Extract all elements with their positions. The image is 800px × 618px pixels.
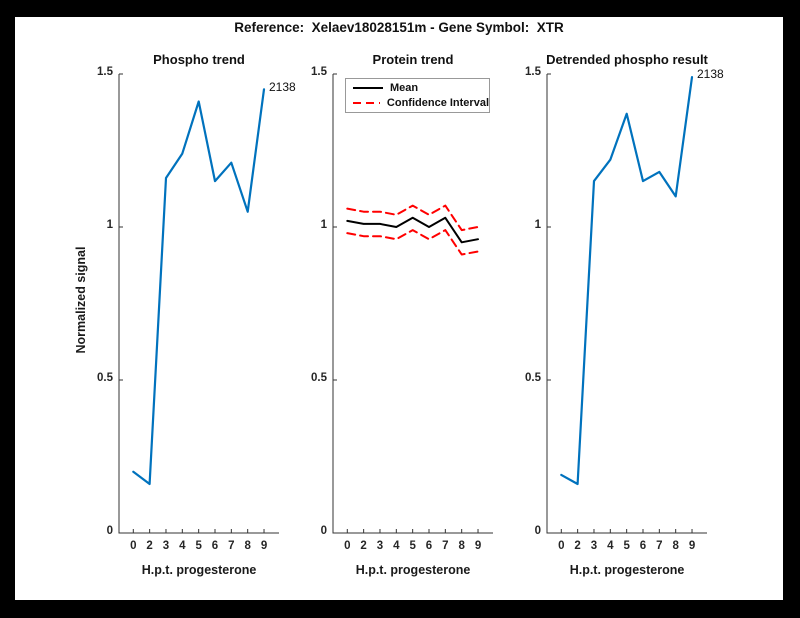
y-tick-label: 1.5 <box>525 66 541 78</box>
legend-box: Mean Confidence Interval <box>345 78 490 113</box>
x-tick-label: 9 <box>688 540 696 552</box>
x-tick-label: 8 <box>244 540 251 552</box>
figure-canvas: Reference: Xelaev18028151m - Gene Symbol… <box>15 17 783 600</box>
y-tick-label: 0 <box>534 525 541 537</box>
y-tick-label: 0.5 <box>97 372 113 384</box>
y-tick-label: 1 <box>534 219 541 231</box>
x-axis-label-detrended: H.p.t. progesterone <box>569 563 685 577</box>
y-tick-label: 0.5 <box>525 372 541 384</box>
axis-spines <box>332 74 493 534</box>
x-tick-label: 2 <box>574 540 581 552</box>
x-tick-label: 7 <box>656 540 663 552</box>
legend-label-confidence-interval: Confidence Interval <box>386 97 489 109</box>
axis-spines <box>118 74 279 534</box>
x-tick-label: 0 <box>558 540 565 552</box>
x-tick-label: 3 <box>590 540 598 552</box>
x-tick-label: 3 <box>376 540 384 552</box>
legend-ci-dashed-line-icon <box>353 102 380 104</box>
y-tick-label: 1 <box>106 219 113 231</box>
x-tick-label: 4 <box>393 540 400 552</box>
x-tick-label: 2 <box>146 540 153 552</box>
datapoint-annotation-detrended: 2138 <box>697 67 724 81</box>
x-tick-label: 5 <box>195 540 202 552</box>
y-tick-label: 1 <box>320 219 327 231</box>
legend-mean-line-icon <box>353 87 383 89</box>
series-line-mean <box>346 216 479 244</box>
subplot-title-phospho-trend: Phospho trend <box>153 52 245 67</box>
legend-entry-confidence-interval: Confidence Interval <box>353 97 489 109</box>
x-tick-label: 6 <box>639 540 647 552</box>
x-tick-label: 7 <box>442 540 449 552</box>
series-line-phospho-signal <box>132 88 266 486</box>
x-tick-label: 5 <box>409 540 416 552</box>
x-tick-label: 4 <box>607 540 614 552</box>
figure-title: Reference: Xelaev18028151m - Gene Symbol… <box>234 20 564 35</box>
x-tick-label: 6 <box>211 540 219 552</box>
x-tick-label: 5 <box>623 540 630 552</box>
x-tick-label: 3 <box>162 540 170 552</box>
subplot-title-protein-trend: Protein trend <box>372 52 454 67</box>
datapoint-annotation-phospho: 2138 <box>269 80 296 94</box>
x-tick-label: 8 <box>672 540 679 552</box>
x-tick-label: 0 <box>130 540 137 552</box>
x-tick-label: 7 <box>228 540 235 552</box>
legend-entry-mean: Mean <box>353 82 489 94</box>
legend-label-mean: Mean <box>390 82 419 94</box>
y-tick-label: 1.5 <box>97 66 113 78</box>
x-tick-label: 2 <box>360 540 367 552</box>
subplot-title-detrended-result: Detrended phospho result <box>546 52 708 67</box>
x-tick-label: 6 <box>425 540 433 552</box>
plot-area-svg <box>118 73 707 534</box>
y-tick-label: 0 <box>106 525 113 537</box>
y-tick-label: 1.5 <box>311 66 327 78</box>
y-tick-label: 0.5 <box>311 372 327 384</box>
series-line-confidence-upper <box>346 204 479 232</box>
x-tick-label: 0 <box>344 540 351 552</box>
x-tick-label: 9 <box>260 540 268 552</box>
series-line-detrended-phospho <box>560 75 694 486</box>
series-line-confidence-lower <box>346 229 479 256</box>
x-tick-label: 8 <box>458 540 465 552</box>
y-tick-label: 0 <box>320 525 327 537</box>
x-axis-label-phospho: H.p.t. progesterone <box>141 563 257 577</box>
x-tick-label: 9 <box>474 540 482 552</box>
x-axis-label-protein: H.p.t. progesterone <box>355 563 471 577</box>
x-tick-label: 4 <box>179 540 186 552</box>
